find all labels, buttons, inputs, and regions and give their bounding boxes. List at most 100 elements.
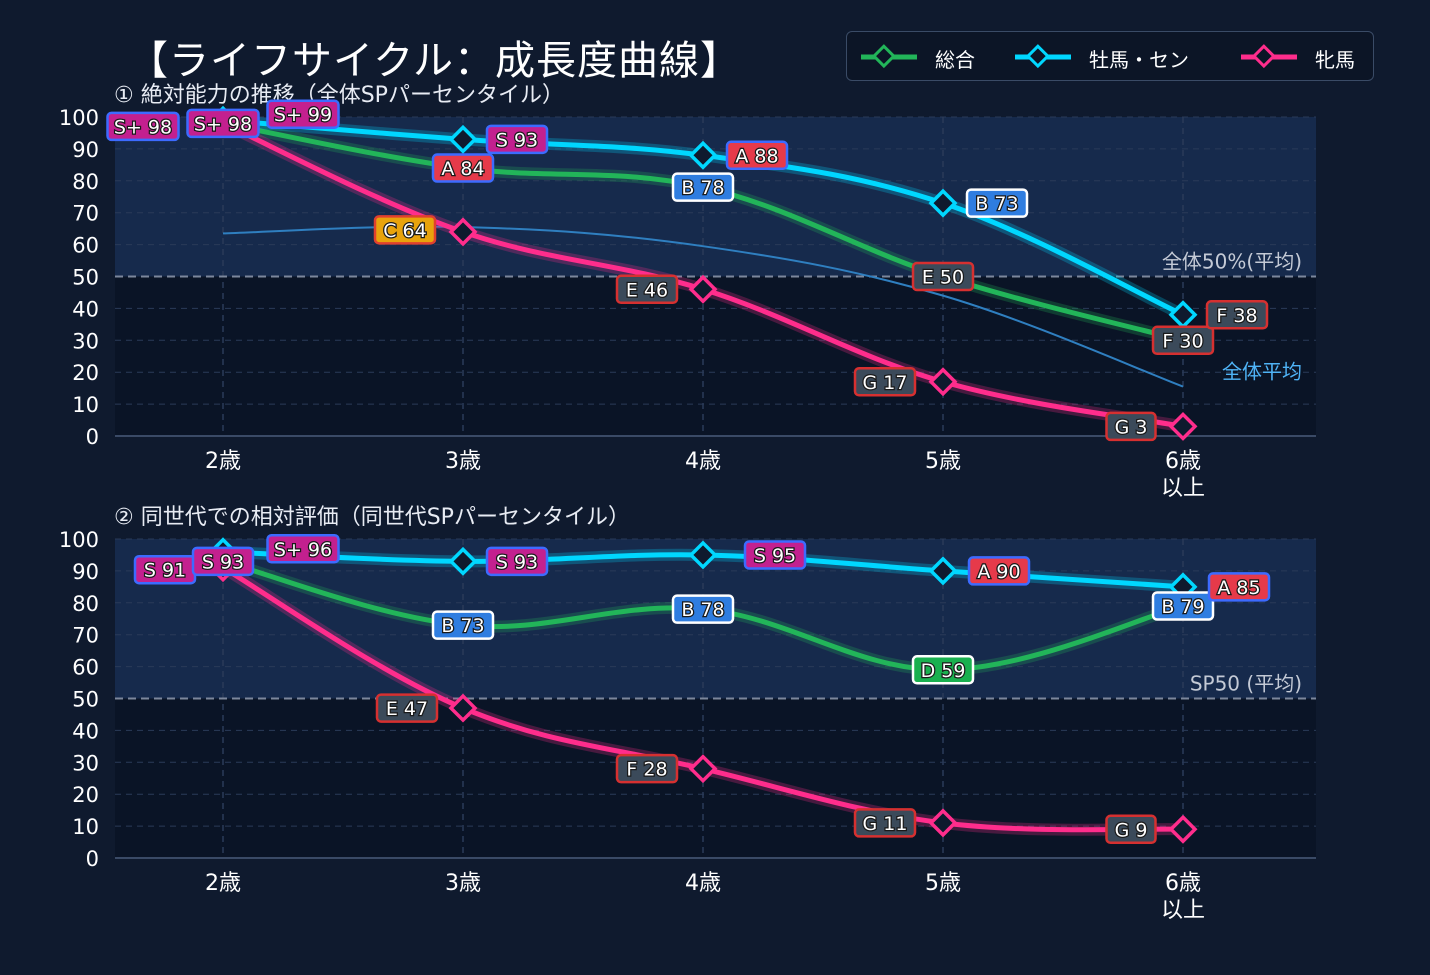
data-label-牡馬・セン: B 73 bbox=[965, 188, 1029, 218]
data-label-牝馬: G 11 bbox=[853, 808, 917, 838]
average-curve-label: 全体平均 bbox=[1222, 360, 1302, 384]
data-label-総合: B 73 bbox=[431, 610, 495, 640]
y-tick-label: 60 bbox=[72, 656, 99, 680]
data-point-牡馬・セン bbox=[688, 540, 718, 570]
data-label-総合: B 78 bbox=[671, 172, 735, 202]
data-label-総合: B 79 bbox=[1151, 591, 1215, 621]
x-tick-label: 以上 bbox=[1161, 898, 1205, 923]
legend-marker-female bbox=[1241, 44, 1297, 69]
svg-text:G 17: G 17 bbox=[863, 372, 908, 394]
data-label-総合: S+ 98 bbox=[186, 108, 260, 139]
x-tick-label: 4歳 bbox=[685, 871, 721, 896]
data-label-総合: E 50 bbox=[911, 261, 975, 292]
data-label-総合: B 78 bbox=[671, 594, 735, 624]
data-label-牡馬・セン: S+ 96 bbox=[266, 534, 340, 564]
data-point-牝馬 bbox=[1168, 411, 1198, 441]
y-tick-label: 30 bbox=[72, 751, 99, 775]
svg-text:B 73: B 73 bbox=[441, 615, 484, 637]
x-tick-label: 3歳 bbox=[445, 449, 481, 474]
data-point-牝馬 bbox=[688, 274, 718, 304]
data-label-牡馬・セン: S 93 bbox=[485, 546, 549, 577]
x-tick-label: 以上 bbox=[1161, 476, 1205, 501]
x-tick-label: 5歳 bbox=[925, 871, 961, 896]
data-point-牝馬 bbox=[448, 217, 478, 247]
svg-text:S 93: S 93 bbox=[496, 129, 538, 151]
legend-marker-overall bbox=[861, 44, 917, 69]
y-tick-label: 80 bbox=[72, 592, 99, 616]
data-label-牝馬: E 47 bbox=[375, 693, 439, 723]
svg-text:S 95: S 95 bbox=[754, 545, 796, 567]
data-label-牡馬・セン: A 85 bbox=[1207, 572, 1271, 602]
x-tick-label: 5歳 bbox=[925, 449, 961, 474]
data-label-牝馬: S 91 bbox=[133, 554, 197, 585]
y-tick-label: 0 bbox=[86, 847, 99, 871]
data-label-牝馬: G 3 bbox=[1105, 411, 1157, 442]
svg-text:F 28: F 28 bbox=[626, 759, 667, 781]
x-tick-label: 4歳 bbox=[685, 449, 721, 474]
svg-text:F 38: F 38 bbox=[1216, 305, 1257, 327]
data-label-総合: D 59 bbox=[911, 655, 975, 685]
data-label-牡馬・セン: S+ 99 bbox=[266, 99, 340, 129]
y-tick-label: 80 bbox=[72, 170, 99, 194]
y-tick-label: 20 bbox=[72, 361, 99, 385]
y-tick-label: 40 bbox=[72, 297, 99, 321]
data-label-総合: S 93 bbox=[191, 546, 255, 577]
y-tick-label: 20 bbox=[72, 783, 99, 807]
svg-text:S+ 98: S+ 98 bbox=[194, 113, 252, 135]
data-label-牡馬・セン: A 90 bbox=[967, 556, 1031, 586]
svg-text:G 11: G 11 bbox=[863, 813, 908, 835]
data-label-牝馬: G 17 bbox=[853, 367, 917, 397]
y-tick-label: 0 bbox=[86, 425, 99, 449]
svg-text:S 93: S 93 bbox=[496, 551, 538, 573]
svg-text:G 3: G 3 bbox=[1115, 416, 1148, 438]
y-tick-label: 90 bbox=[72, 138, 99, 162]
data-label-牡馬・セン: S 93 bbox=[485, 124, 549, 155]
data-point-牝馬 bbox=[1168, 814, 1198, 844]
data-label-牝馬: C 64 bbox=[373, 215, 437, 245]
y-tick-label: 70 bbox=[72, 202, 99, 226]
x-tick-label: 3歳 bbox=[445, 871, 481, 896]
data-point-牡馬・セン bbox=[928, 556, 958, 586]
y-tick-label: 50 bbox=[72, 266, 99, 290]
legend-label-overall: 総合 bbox=[935, 48, 975, 72]
svg-text:D 59: D 59 bbox=[921, 660, 966, 682]
data-label-牝馬: F 28 bbox=[615, 753, 679, 784]
reference-line-label: SP50 (平均) bbox=[1190, 672, 1302, 696]
y-tick-label: 50 bbox=[72, 688, 99, 712]
lower-band bbox=[115, 276, 1316, 436]
svg-text:F 30: F 30 bbox=[1162, 330, 1203, 352]
x-tick-label: 6歳 bbox=[1165, 449, 1201, 474]
data-point-牡馬・セン bbox=[448, 546, 478, 576]
panel-1: 全体50%(平均) 0 10 20 30 40 50 60 70 80 90 100 2歳 3歳 4歳 5歳 6… bbox=[59, 83, 1316, 501]
svg-text:A 84: A 84 bbox=[441, 158, 484, 180]
svg-text:A 90: A 90 bbox=[977, 561, 1020, 583]
data-label-牝馬: E 46 bbox=[615, 274, 679, 305]
svg-text:S+ 96: S+ 96 bbox=[274, 539, 332, 561]
y-tick-label: 60 bbox=[72, 234, 99, 258]
data-label-牝馬: S+ 98 bbox=[106, 111, 180, 142]
data-label-総合: F 30 bbox=[1151, 325, 1215, 356]
svg-text:S 91: S 91 bbox=[144, 560, 186, 582]
svg-text:S+ 99: S+ 99 bbox=[274, 104, 332, 126]
svg-text:E 46: E 46 bbox=[626, 279, 668, 301]
svg-text:E 47: E 47 bbox=[386, 698, 428, 720]
data-point-牡馬・セン bbox=[928, 188, 958, 218]
data-point-牝馬 bbox=[928, 808, 958, 838]
x-tick-label: 2歳 bbox=[205, 871, 241, 896]
svg-text:B 78: B 78 bbox=[681, 599, 724, 621]
svg-text:C 64: C 64 bbox=[383, 220, 426, 242]
svg-text:S 93: S 93 bbox=[202, 551, 244, 573]
data-point-牡馬・セン bbox=[448, 124, 478, 154]
y-tick-label: 40 bbox=[72, 719, 99, 743]
y-tick-label: 100 bbox=[59, 106, 99, 130]
y-tick-label: 100 bbox=[59, 528, 99, 552]
panel-title: ② 同世代での相対評価（同世代SPパーセンタイル） bbox=[114, 505, 630, 530]
legend: 総合 牡馬・セン 牝馬 bbox=[846, 31, 1374, 81]
svg-text:S+ 98: S+ 98 bbox=[114, 116, 172, 138]
data-label-牡馬・セン: S 95 bbox=[743, 540, 807, 570]
svg-text:E 50: E 50 bbox=[922, 267, 964, 289]
chart-title: 【ライフサイクル：成長度曲線】 bbox=[128, 38, 741, 84]
svg-text:A 85: A 85 bbox=[1217, 577, 1260, 599]
y-tick-label: 70 bbox=[72, 624, 99, 648]
